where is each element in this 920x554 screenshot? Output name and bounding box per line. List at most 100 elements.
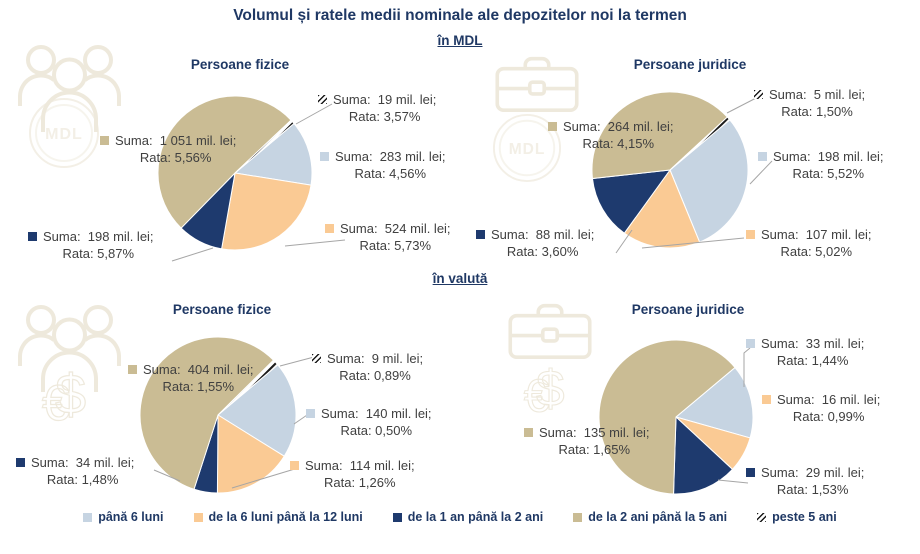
svg-text:MDL: MDL xyxy=(45,126,83,143)
slice-suma: Suma: 264 mil. lei; xyxy=(563,119,674,134)
legend-color-swatch xyxy=(28,232,37,241)
legend-color-swatch xyxy=(392,512,402,522)
slice-rata: Rata: 1,26% xyxy=(324,475,396,490)
slice-rata: Rata: 0,99% xyxy=(792,409,865,424)
slice-suma: Suma: 34 mil. lei; xyxy=(31,455,135,470)
pie-slice xyxy=(669,119,749,243)
slice-rata: Rata: 5,87% xyxy=(62,246,135,261)
currency-watermark-icon: € $ xyxy=(40,360,92,432)
slice-suma: Suma: 198 mil. lei; xyxy=(43,229,154,244)
pie-mdl-persoane-juridice xyxy=(591,91,749,254)
people-watermark-icon xyxy=(17,42,122,134)
legend-label: de la 2 ani până la 5 ani xyxy=(588,510,728,524)
slice-label: Suma: 29 mil. lei; Rata: 1,53% xyxy=(746,464,864,498)
slice-label: Suma: 5 mil. lei; Rata: 1,50% xyxy=(754,86,865,120)
slice-label: Suma: 1 051 mil. lei; Rata: 5,56% xyxy=(100,132,236,166)
hatch-swatch-icon xyxy=(754,90,763,99)
slice-label: Suma: 19 mil. lei; Rata: 3,57% xyxy=(318,91,436,125)
slice-label: Suma: 198 mil. lei; Rata: 5,87% xyxy=(28,228,154,262)
hatch-swatch-icon xyxy=(757,512,767,522)
chart-title-mdl-fizice: Persoane fizice xyxy=(190,57,290,72)
slice-rata: Rata: 3,60% xyxy=(506,244,579,259)
slice-label: Suma: 107 mil. lei; Rata: 5,02% xyxy=(746,226,872,260)
slice-label: Suma: 34 mil. lei; Rata: 1,48% xyxy=(16,454,134,488)
legend-color-swatch xyxy=(306,409,315,418)
legend-color-swatch xyxy=(320,152,329,161)
legend-item-2-5-ani: de la 2 ani până la 5 ani xyxy=(573,510,727,524)
slice-rata: Rata: 1,50% xyxy=(781,104,853,119)
legend-item-6-12-luni: de la 6 luni până la 12 luni xyxy=(193,510,363,524)
slice-suma: Suma: 135 mil. lei; xyxy=(539,425,650,440)
svg-text:MDL: MDL xyxy=(509,141,546,158)
pie-slice xyxy=(598,339,736,495)
slice-rata: Rata: 1,53% xyxy=(776,482,849,497)
svg-text:$: $ xyxy=(55,364,86,426)
slice-rata: Rata: 4,15% xyxy=(582,136,655,151)
chart-legend: până 6 luni de la 6 luni până la 12 luni… xyxy=(0,510,920,524)
slice-label: Suma: 524 mil. lei; Rata: 5,73% xyxy=(325,220,451,254)
pie-slice xyxy=(217,364,297,457)
slice-label: Suma: 9 mil. lei; Rata: 0,89% xyxy=(312,350,423,384)
mdl-coin-watermark-icon: MDL xyxy=(492,113,562,183)
slice-suma: Suma: 16 mil. lei; xyxy=(777,392,881,407)
currency-watermark-icon: € $ xyxy=(522,356,570,422)
svg-text:$: $ xyxy=(536,358,565,416)
pie-slice xyxy=(157,95,292,229)
section-label-mdl: în MDL xyxy=(437,33,483,48)
slice-rata: Rata: 1,65% xyxy=(558,442,631,457)
slice-suma: Suma: 140 mil. lei; xyxy=(321,406,432,421)
slice-suma: Suma: 33 mil. lei; xyxy=(761,336,865,351)
legend-color-swatch xyxy=(290,461,299,470)
slice-label: Suma: 16 mil. lei; Rata: 0,99% xyxy=(762,391,880,425)
legend-item-1-2-ani: de la 1 an până la 2 ani xyxy=(392,510,544,524)
slice-rata: Rata: 5,73% xyxy=(359,238,432,253)
pie-valuta-persoane-juridice xyxy=(598,339,754,500)
slice-rata: Rata: 5,52% xyxy=(792,166,865,181)
slice-suma: Suma: 9 mil. lei; xyxy=(327,351,424,366)
slice-label: Suma: 140 mil. lei; Rata: 0,50% xyxy=(306,405,432,439)
legend-item-peste-5-ani: peste 5 ani xyxy=(757,510,837,524)
legend-color-swatch xyxy=(746,468,755,477)
pie-slice xyxy=(674,366,754,439)
slice-label: Suma: 33 mil. lei; Rata: 1,44% xyxy=(746,335,864,369)
slice-suma: Suma: 524 mil. lei; xyxy=(340,221,451,236)
pie-mdl-persoane-fizice xyxy=(157,95,313,256)
page-title: Volumul și ratele medii nominale ale dep… xyxy=(233,7,687,24)
slice-label: Suma: 88 mil. lei; Rata: 3,60% xyxy=(476,226,594,260)
slice-rata: Rata: 0,50% xyxy=(340,423,413,438)
slice-rata: Rata: 5,56% xyxy=(139,150,212,165)
legend-color-swatch xyxy=(193,512,203,522)
slice-suma: Suma: 283 mil. lei; xyxy=(335,149,446,164)
chart-title-valuta-juridice: Persoane juridice xyxy=(631,302,745,317)
slice-label: Suma: 264 mil. lei; Rata: 4,15% xyxy=(548,118,674,152)
slice-suma: Suma: 404 mil. lei; xyxy=(143,362,254,377)
legend-color-swatch xyxy=(548,122,557,131)
pie-slice xyxy=(221,172,312,251)
pie-slice xyxy=(591,91,729,180)
slice-rata: Rata: 1,55% xyxy=(162,379,235,394)
legend-color-swatch xyxy=(16,458,25,467)
slice-suma: Suma: 1 051 mil. lei; xyxy=(115,133,237,148)
slice-label: Suma: 198 mil. lei; Rata: 5,52% xyxy=(758,148,884,182)
pie-slice xyxy=(217,359,279,416)
slice-suma: Suma: 198 mil. lei; xyxy=(773,149,884,164)
pie-slice xyxy=(669,116,731,171)
slice-suma: Suma: 107 mil. lei; xyxy=(761,227,872,242)
legend-color-swatch xyxy=(100,136,109,145)
slice-rata: Rata: 5,02% xyxy=(780,244,853,259)
slice-label: Suma: 404 mil. lei; Rata: 1,55% xyxy=(128,361,254,395)
legend-color-swatch xyxy=(762,395,771,404)
chart-title-mdl-juridice: Persoane juridice xyxy=(633,57,747,72)
slice-label: Suma: 135 mil. lei; Rata: 1,65% xyxy=(524,424,650,458)
hatch-swatch-icon xyxy=(312,354,321,363)
slice-suma: Suma: 19 mil. lei; xyxy=(333,92,437,107)
legend-label: de la 1 an până la 2 ani xyxy=(407,510,544,524)
legend-label: până 6 luni xyxy=(98,510,164,524)
legend-color-swatch xyxy=(128,365,137,374)
slice-rata: Rata: 3,57% xyxy=(348,109,421,124)
slice-suma: Suma: 88 mil. lei; xyxy=(491,227,595,242)
chart-title-valuta-fizice: Persoane fizice xyxy=(172,302,272,317)
slice-label: Suma: 283 mil. lei; Rata: 4,56% xyxy=(320,148,446,182)
people-watermark-icon xyxy=(17,302,122,394)
